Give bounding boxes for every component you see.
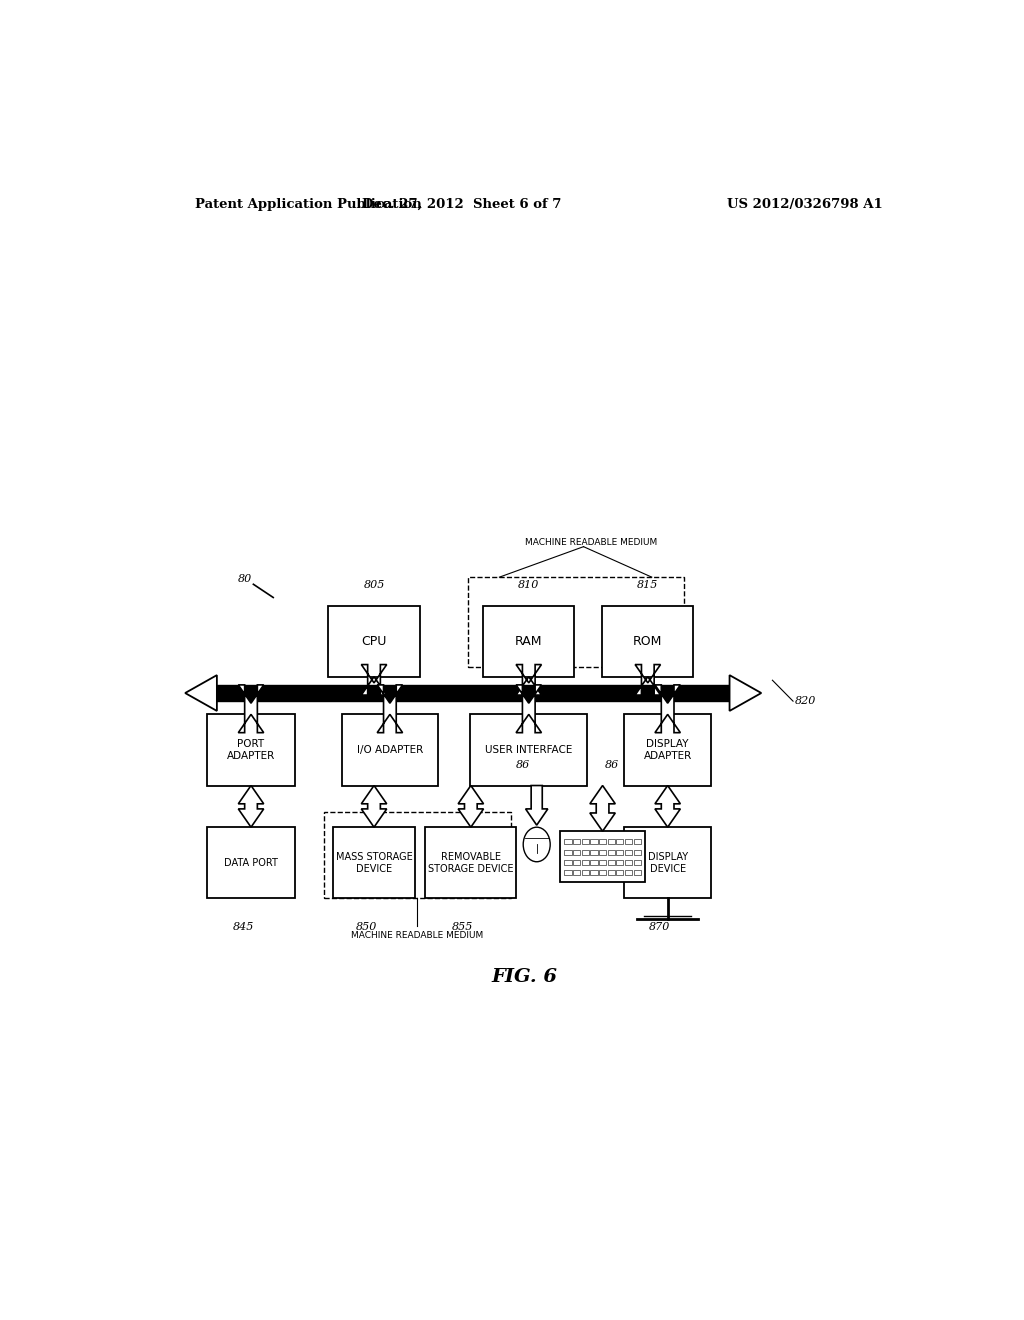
FancyBboxPatch shape <box>564 850 571 854</box>
FancyBboxPatch shape <box>582 859 589 865</box>
FancyBboxPatch shape <box>624 714 712 785</box>
FancyBboxPatch shape <box>616 870 624 875</box>
Text: RAM: RAM <box>515 635 543 648</box>
Text: 840: 840 <box>681 689 702 700</box>
FancyBboxPatch shape <box>591 850 598 854</box>
FancyBboxPatch shape <box>582 850 589 854</box>
Text: 820: 820 <box>795 696 816 706</box>
Text: REMOVABLE
STORAGE DEVICE: REMOVABLE STORAGE DEVICE <box>428 851 514 874</box>
Polygon shape <box>516 664 542 696</box>
Text: 850: 850 <box>355 921 377 932</box>
FancyBboxPatch shape <box>616 840 624 845</box>
FancyBboxPatch shape <box>582 870 589 875</box>
FancyBboxPatch shape <box>342 714 437 785</box>
Polygon shape <box>239 685 264 733</box>
FancyBboxPatch shape <box>607 859 614 865</box>
Text: 835: 835 <box>551 689 572 700</box>
FancyBboxPatch shape <box>625 859 632 865</box>
FancyBboxPatch shape <box>329 606 420 677</box>
Text: PORT
ADAPTER: PORT ADAPTER <box>227 739 275 760</box>
FancyBboxPatch shape <box>607 850 614 854</box>
FancyBboxPatch shape <box>207 714 295 785</box>
FancyBboxPatch shape <box>573 850 581 854</box>
FancyBboxPatch shape <box>573 859 581 865</box>
FancyBboxPatch shape <box>591 840 598 845</box>
Text: 825: 825 <box>265 689 286 700</box>
FancyBboxPatch shape <box>616 859 624 865</box>
Text: 805: 805 <box>364 581 385 590</box>
Text: MACHINE READABLE MEDIUM: MACHINE READABLE MEDIUM <box>351 931 483 940</box>
Text: CPU: CPU <box>361 635 387 648</box>
FancyBboxPatch shape <box>625 850 632 854</box>
Text: MASS STORAGE
DEVICE: MASS STORAGE DEVICE <box>336 851 413 874</box>
FancyBboxPatch shape <box>625 840 632 845</box>
Text: 815: 815 <box>637 581 658 590</box>
FancyBboxPatch shape <box>582 840 589 845</box>
FancyBboxPatch shape <box>634 870 641 875</box>
FancyBboxPatch shape <box>607 840 614 845</box>
FancyBboxPatch shape <box>602 606 693 677</box>
Text: MACHINE READABLE MEDIUM: MACHINE READABLE MEDIUM <box>525 537 657 546</box>
FancyBboxPatch shape <box>625 870 632 875</box>
FancyBboxPatch shape <box>217 685 729 701</box>
Polygon shape <box>655 785 680 828</box>
FancyBboxPatch shape <box>634 859 641 865</box>
FancyBboxPatch shape <box>634 840 641 845</box>
FancyBboxPatch shape <box>483 606 574 677</box>
FancyBboxPatch shape <box>624 828 712 899</box>
FancyBboxPatch shape <box>573 840 581 845</box>
Text: USER INTERFACE: USER INTERFACE <box>485 744 572 755</box>
Text: 870: 870 <box>649 921 671 932</box>
FancyBboxPatch shape <box>333 828 416 899</box>
Text: Patent Application Publication: Patent Application Publication <box>196 198 422 211</box>
Text: Dec. 27, 2012  Sheet 6 of 7: Dec. 27, 2012 Sheet 6 of 7 <box>361 198 561 211</box>
FancyBboxPatch shape <box>599 850 606 854</box>
FancyBboxPatch shape <box>470 714 588 785</box>
FancyBboxPatch shape <box>560 832 645 882</box>
Text: 830: 830 <box>406 689 427 700</box>
FancyBboxPatch shape <box>599 870 606 875</box>
Text: I/O ADAPTER: I/O ADAPTER <box>356 744 423 755</box>
Text: DISPLAY
ADAPTER: DISPLAY ADAPTER <box>643 739 692 760</box>
FancyBboxPatch shape <box>599 859 606 865</box>
Text: US 2012/0326798 A1: US 2012/0326798 A1 <box>727 198 883 211</box>
FancyBboxPatch shape <box>616 850 624 854</box>
Text: FIG. 6: FIG. 6 <box>492 968 558 986</box>
FancyBboxPatch shape <box>564 840 571 845</box>
Text: 810: 810 <box>518 581 540 590</box>
FancyBboxPatch shape <box>591 870 598 875</box>
Text: DATA PORT: DATA PORT <box>224 858 278 867</box>
Polygon shape <box>458 785 483 828</box>
FancyBboxPatch shape <box>207 828 295 899</box>
Polygon shape <box>635 664 660 696</box>
Polygon shape <box>525 785 548 825</box>
Polygon shape <box>239 785 264 828</box>
Text: ROM: ROM <box>633 635 663 648</box>
FancyBboxPatch shape <box>573 870 581 875</box>
Text: 86: 86 <box>605 760 620 770</box>
Polygon shape <box>361 785 387 828</box>
Polygon shape <box>185 675 217 711</box>
FancyBboxPatch shape <box>564 870 571 875</box>
Polygon shape <box>655 685 680 733</box>
Text: DISPLAY
DEVICE: DISPLAY DEVICE <box>647 851 688 874</box>
Polygon shape <box>729 675 761 711</box>
FancyBboxPatch shape <box>599 840 606 845</box>
Text: 855: 855 <box>453 921 473 932</box>
FancyBboxPatch shape <box>564 859 571 865</box>
Text: 80: 80 <box>238 574 252 585</box>
FancyBboxPatch shape <box>634 850 641 854</box>
Polygon shape <box>361 664 387 696</box>
FancyBboxPatch shape <box>591 859 598 865</box>
Polygon shape <box>377 685 402 733</box>
Text: 86: 86 <box>516 760 530 770</box>
FancyBboxPatch shape <box>425 828 516 899</box>
Polygon shape <box>590 785 615 832</box>
Polygon shape <box>516 685 542 733</box>
FancyBboxPatch shape <box>607 870 614 875</box>
Text: 845: 845 <box>232 921 254 932</box>
